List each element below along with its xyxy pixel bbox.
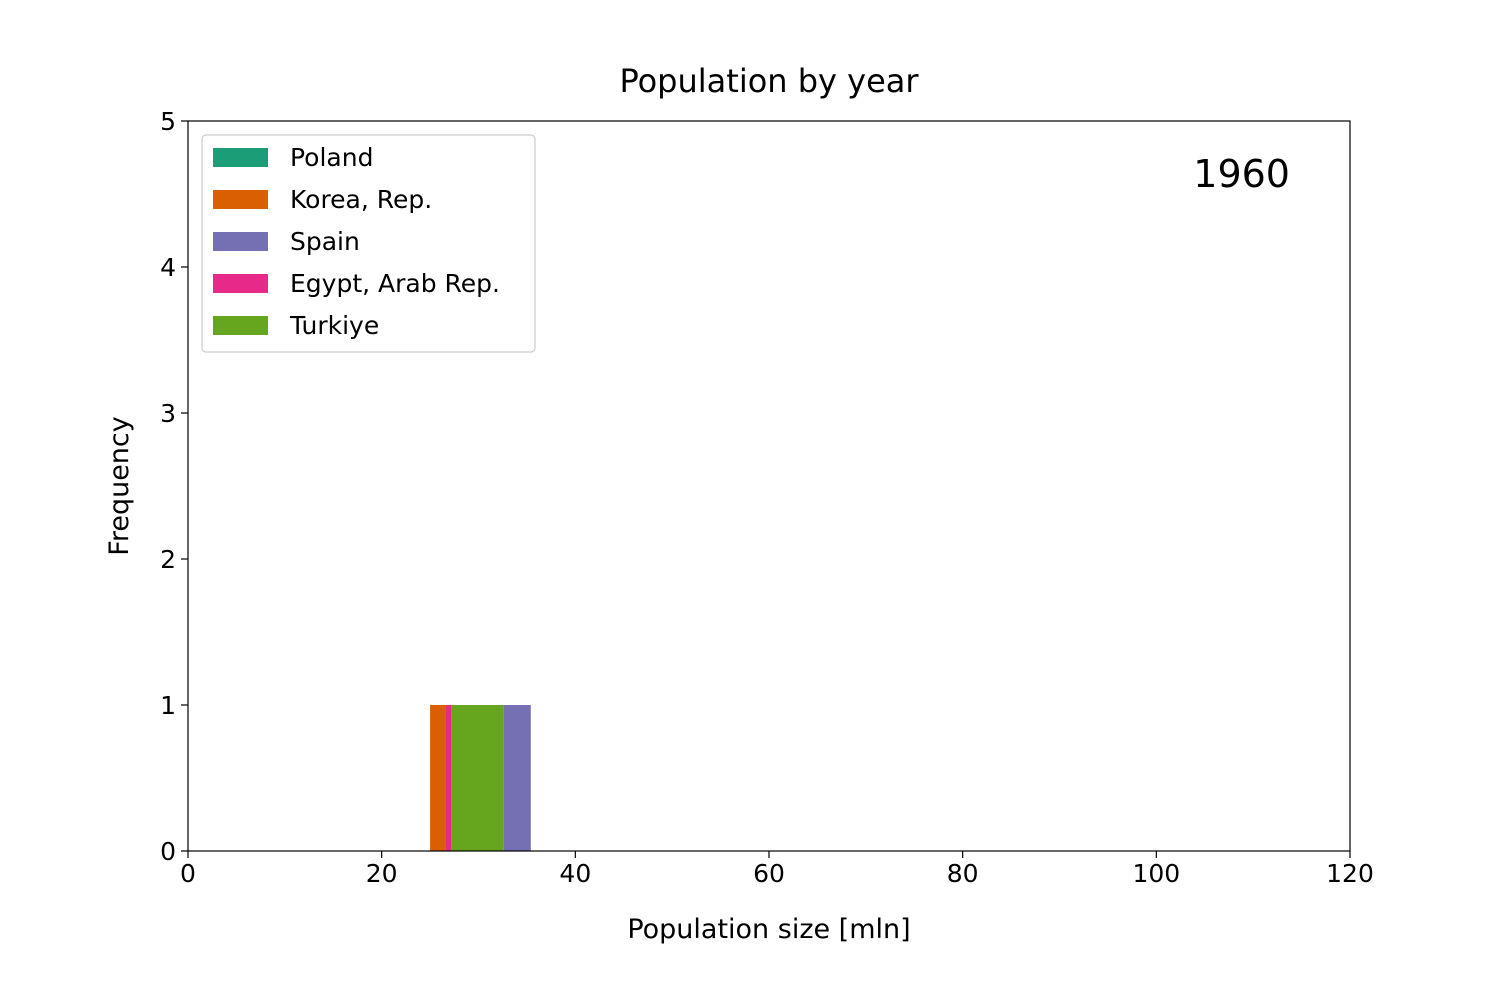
chart-title: Population by year — [619, 62, 919, 100]
legend-swatch — [213, 316, 268, 335]
legend-swatch — [213, 232, 268, 251]
legend-box — [201, 134, 536, 353]
y-tick-label: 0 — [160, 837, 176, 866]
bar-egypt-arab-rep — [445, 705, 452, 851]
y-tick-label: 5 — [160, 107, 176, 136]
x-tick-label: 40 — [559, 859, 591, 888]
year-annotation: 1960 — [1193, 152, 1290, 196]
legend-label: Korea, Rep. — [290, 185, 432, 214]
plot-area-frame — [187, 120, 1351, 852]
y-tick-label: 3 — [160, 399, 176, 428]
bars-layer — [430, 705, 531, 851]
legend-swatch — [213, 190, 268, 209]
legend-label: Poland — [290, 143, 373, 172]
x-tick-label: 120 — [1326, 859, 1374, 888]
ticks-layer: 0 20 40 60 80 100 120 0 1 2 3 4 5 — [160, 107, 1374, 888]
legend-swatch — [213, 274, 268, 293]
bar-spain — [503, 705, 531, 851]
legend-label: Turkiye — [289, 311, 379, 340]
y-axis-label: Frequency — [104, 416, 135, 556]
legend-label: Egypt, Arab Rep. — [290, 269, 500, 298]
bar-turkiye — [451, 705, 504, 851]
legend-label: Spain — [290, 227, 360, 256]
x-tick-label: 100 — [1132, 859, 1180, 888]
x-tick-label: 80 — [947, 859, 979, 888]
y-tick-label: 2 — [160, 545, 176, 574]
x-tick-label: 20 — [366, 859, 398, 888]
legend-entries: Poland Korea, Rep. Spain Egypt, Arab Rep. Tu… — [213, 143, 500, 340]
legend-swatch — [213, 148, 268, 167]
y-tick-label: 1 — [160, 691, 176, 720]
bar-korea-rep — [430, 705, 446, 851]
y-tick-label: 4 — [160, 253, 176, 282]
x-tick-label: 60 — [753, 859, 785, 888]
x-axis-label: Population size [mln] — [627, 914, 910, 945]
x-tick-label: 0 — [180, 859, 196, 888]
legend: Poland Korea, Rep. Spain Egypt, Arab Rep. Tu… — [201, 134, 536, 353]
